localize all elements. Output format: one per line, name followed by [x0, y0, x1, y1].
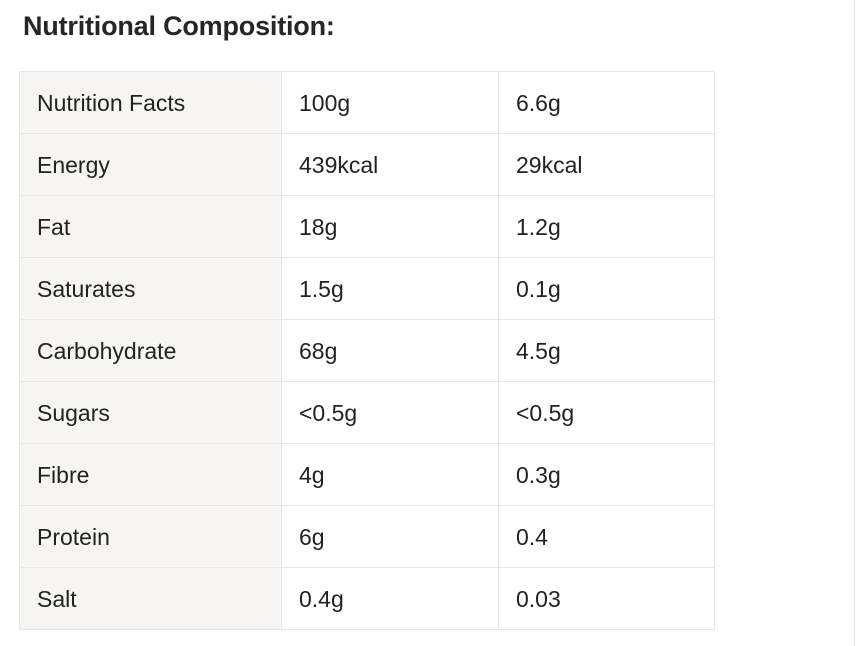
- per-serving-value: 4.5g: [498, 319, 715, 382]
- per-100g-value: 68g: [281, 319, 499, 382]
- table-row: Energy 439kcal 29kcal: [19, 133, 715, 196]
- page-divider: [854, 0, 855, 646]
- table-row: Fibre 4g 0.3g: [19, 443, 715, 506]
- table-row: Sugars <0.5g <0.5g: [19, 381, 715, 444]
- per-100g-value: 439kcal: [281, 133, 499, 196]
- per-serving-value: 29kcal: [498, 133, 715, 196]
- table-row: Salt 0.4g 0.03: [19, 567, 715, 630]
- row-label: Energy: [19, 133, 282, 196]
- row-label: Fibre: [19, 443, 282, 506]
- row-label: Fat: [19, 195, 282, 258]
- nutrition-table: Nutrition Facts 100g 6.6g Energy 439kcal…: [19, 71, 715, 630]
- section-heading: Nutritional Composition:: [23, 11, 335, 41]
- per-100g-value: 100g: [281, 71, 499, 134]
- per-serving-value: <0.5g: [498, 381, 715, 444]
- table-row: Saturates 1.5g 0.1g: [19, 257, 715, 320]
- per-100g-value: 4g: [281, 443, 499, 506]
- per-100g-value: <0.5g: [281, 381, 499, 444]
- per-100g-value: 18g: [281, 195, 499, 258]
- per-serving-value: 6.6g: [498, 71, 715, 134]
- table-row: Protein 6g 0.4: [19, 505, 715, 568]
- row-label: Nutrition Facts: [19, 71, 282, 134]
- row-label: Saturates: [19, 257, 282, 320]
- per-100g-value: 0.4g: [281, 567, 499, 630]
- row-label: Sugars: [19, 381, 282, 444]
- row-label: Salt: [19, 567, 282, 630]
- row-label: Carbohydrate: [19, 319, 282, 382]
- per-serving-value: 0.4: [498, 505, 715, 568]
- table-row: Fat 18g 1.2g: [19, 195, 715, 258]
- per-serving-value: 1.2g: [498, 195, 715, 258]
- per-serving-value: 0.03: [498, 567, 715, 630]
- per-100g-value: 6g: [281, 505, 499, 568]
- table-row: Nutrition Facts 100g 6.6g: [19, 71, 715, 134]
- per-serving-value: 0.3g: [498, 443, 715, 506]
- table-row: Carbohydrate 68g 4.5g: [19, 319, 715, 382]
- per-100g-value: 1.5g: [281, 257, 499, 320]
- per-serving-value: 0.1g: [498, 257, 715, 320]
- row-label: Protein: [19, 505, 282, 568]
